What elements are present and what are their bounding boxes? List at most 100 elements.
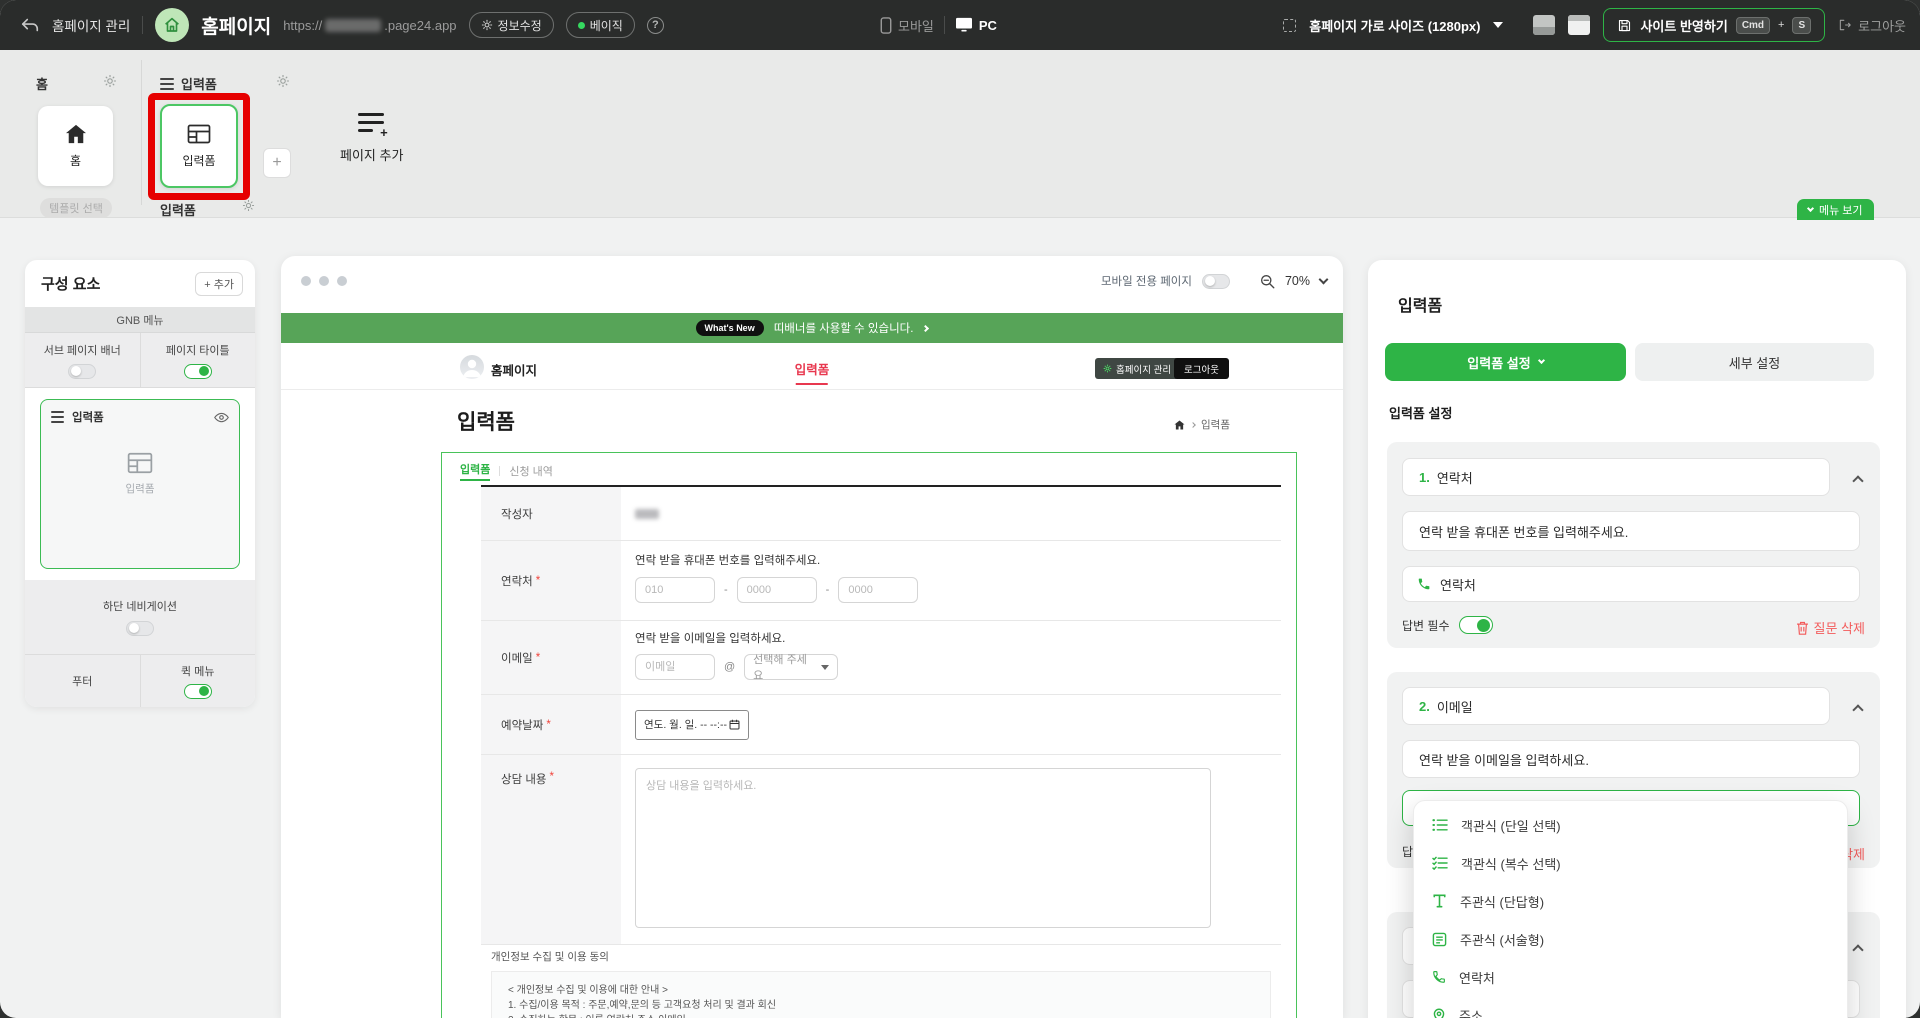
gear-icon [481, 19, 492, 31]
table-row-phone: 연락처* 연락 받을 휴대폰 번호를 입력해주세요. - - [481, 541, 1281, 621]
tab-history[interactable]: 신청 내역 [509, 466, 553, 478]
form-icon [127, 452, 153, 474]
footer-row: 푸터 퀵 메뉴 [25, 655, 255, 707]
dropdown-item-long-answer[interactable]: 주관식 (서술형) [1414, 920, 1847, 958]
page-title-toggle[interactable] [183, 364, 212, 379]
zoom-level[interactable]: 70% [1284, 274, 1310, 288]
tab-form[interactable]: 입력폼 [460, 461, 491, 481]
pc-mode-button[interactable]: PC [955, 17, 997, 33]
trash-icon [1796, 621, 1808, 635]
delete-question-button[interactable]: 질문 삭제 [1796, 618, 1865, 637]
email-input[interactable] [635, 654, 715, 680]
site-admin-label: 홈페이지 관리 [1116, 364, 1172, 376]
collapse-chevron-icon[interactable] [1852, 941, 1864, 959]
bottom-nav-label: 하단 네비게이션 [103, 601, 177, 613]
date-input[interactable]: 연도. 월. 일. -- --:-- [635, 709, 749, 740]
date-label: 예약날짜 [501, 719, 544, 732]
eye-icon[interactable] [214, 412, 229, 423]
dropdown-item-label: 주관식 (서술형) [1460, 932, 1545, 948]
question-1-type-label: 연락처 [1440, 577, 1476, 593]
gnb-menu-row[interactable]: GNB 메뉴 [25, 307, 255, 333]
privacy-line: 2. 수집하는 항목 : 이름,연락처,주소,이메일 [508, 1013, 1254, 1018]
content-textarea[interactable] [635, 768, 1211, 928]
page-thumb-home[interactable]: 홈 [38, 106, 113, 186]
detail-setting-tab-button[interactable]: 세부 설정 [1635, 343, 1874, 381]
dropdown-item-single-choice[interactable]: 객관식 (단일 선택) [1414, 806, 1847, 844]
selected-component-form[interactable]: 입력폼 입력폼 [40, 399, 240, 569]
publish-button[interactable]: 사이트 반영하기 Cmd + S [1603, 8, 1826, 42]
question-1-text-field[interactable]: 연락 받을 휴대폰 번호를 입력해주세요. [1402, 511, 1860, 551]
width-caret-icon[interactable] [1493, 22, 1504, 28]
phone-input-3[interactable] [838, 577, 919, 603]
layout-top-icon[interactable] [1568, 15, 1591, 35]
dropdown-item-multi-choice[interactable]: 객관식 (복수 선택) [1414, 844, 1847, 882]
date-placeholder: 연도. 월. 일. -- --:-- [644, 719, 727, 731]
mobile-mode-button[interactable]: 모바일 [880, 16, 934, 35]
add-page-button[interactable]: + 페이지 추가 [340, 112, 403, 164]
dropdown-item-address[interactable]: 주소 [1414, 996, 1847, 1018]
phone-input-1[interactable] [635, 577, 715, 603]
checklist-icon [1432, 856, 1448, 870]
home-icon [65, 124, 86, 143]
component-drag-icon[interactable] [51, 411, 64, 423]
required-label: 답변 필수 [1402, 618, 1450, 633]
question-1-type-field[interactable]: 연락처 [1402, 566, 1860, 602]
add-page-thumb-button[interactable]: + [263, 148, 291, 178]
add-component-button[interactable]: + 추가 [195, 271, 243, 296]
home-group-gear-icon[interactable] [103, 74, 117, 88]
site-nav-brand[interactable]: 홈페이지 [491, 364, 538, 378]
drag-handle-icon[interactable] [160, 78, 174, 90]
panel-title: 입력폼 [1398, 298, 1443, 315]
form-setting-tab-button[interactable]: 입력폼 설정 [1385, 343, 1626, 381]
info-edit-button[interactable]: 정보수정 [468, 12, 554, 38]
site-nav-active-item[interactable]: 입력폼 [795, 359, 830, 378]
banner-close-icon[interactable]: × [1319, 262, 1327, 277]
phone-input-2[interactable] [736, 577, 817, 603]
section-label: 입력폼 설정 [1389, 406, 1453, 421]
form-footer-gear-icon[interactable] [242, 199, 255, 212]
layout-split-icon[interactable] [1533, 15, 1556, 35]
plan-label: 베이직 [589, 18, 623, 33]
logout-button[interactable]: 로그아웃 [1838, 16, 1906, 35]
question-number: 2. [1419, 698, 1430, 714]
page-thumb-form[interactable]: 입력폼 [160, 104, 238, 188]
question-title: 이메일 [1436, 699, 1473, 715]
site-width-label[interactable]: 홈페이지 가로 사이즈 (1280px) [1309, 18, 1481, 34]
question-2-text-field[interactable]: 연락 받을 이메일을 입력하세요. [1402, 740, 1860, 778]
question-2-title-field[interactable]: 2. 이메일 [1402, 687, 1830, 725]
help-icon[interactable]: ? [646, 16, 664, 34]
back-icon[interactable] [20, 16, 40, 34]
footer-cell[interactable]: 푸터 [25, 655, 140, 707]
privacy-consent-box[interactable]: < 개인정보 수집 및 이용에 대한 안내 > 1. 수집/이용 목적 : 주문… [491, 971, 1271, 1018]
banner-arrow-icon[interactable] [922, 324, 930, 332]
zoom-out-icon[interactable] [1260, 274, 1275, 289]
dash: - [724, 584, 728, 596]
back-label[interactable]: 홈페이지 관리 [52, 19, 131, 34]
email-helper: 연락 받을 이메일을 입력하세요. [635, 633, 786, 645]
collapse-chevron-icon[interactable] [1852, 701, 1864, 719]
form-section[interactable]: 입력폼 신청 내역 작성자 연락처 * 연락 받을 휴대폰 번호를 입력해주세요. [441, 452, 1297, 1018]
collapse-chevron-icon[interactable] [1852, 472, 1864, 490]
form-group-gear-icon[interactable] [276, 74, 290, 88]
menu-view-button[interactable]: 메뉴 보기 [1797, 199, 1874, 220]
key-cmd-badge: Cmd [1735, 16, 1771, 34]
question-1-title-field[interactable]: 1. 연락처 [1402, 458, 1830, 496]
quick-menu-toggle[interactable] [183, 684, 212, 699]
save-icon [1619, 19, 1631, 31]
home-group-title: 홈 [36, 77, 48, 92]
dropdown-item-short-answer[interactable]: 주관식 (단답형) [1414, 882, 1847, 920]
plan-badge[interactable]: 베이직 [565, 12, 635, 38]
required-toggle[interactable] [1458, 616, 1493, 634]
site-logout-button[interactable]: 로그아웃 [1174, 358, 1229, 379]
sub-banner-toggle[interactable] [68, 364, 97, 379]
site-admin-button[interactable]: 홈페이지 관리 [1095, 358, 1180, 379]
dropdown-item-label: 주소 [1459, 1008, 1483, 1018]
bottom-nav-toggle[interactable] [126, 621, 154, 636]
site-url: https:// .page24.app [283, 18, 456, 33]
dropdown-item-phone[interactable]: 연락처 [1414, 958, 1847, 996]
mobile-only-toggle[interactable] [1201, 273, 1230, 289]
quick-menu-cell: 퀵 메뉴 [139, 655, 256, 707]
dropdown-item-label: 주관식 (단답형) [1460, 894, 1545, 910]
template-select-button[interactable]: 템플릿 선택 [40, 198, 112, 218]
email-domain-select[interactable]: 선택해 주세요 [744, 654, 839, 682]
